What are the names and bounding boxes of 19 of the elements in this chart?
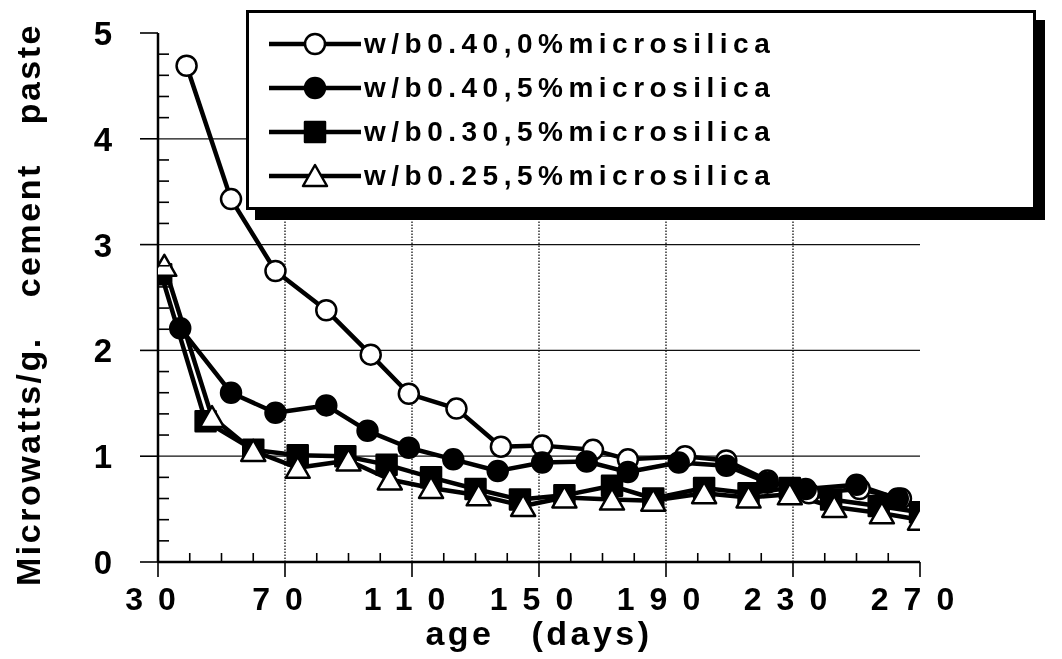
y-tick-label: 2 <box>93 332 112 370</box>
x-tick-label: 230 <box>743 581 843 617</box>
y-tick-label: 4 <box>93 120 113 158</box>
legend-label: w/b0.40,0%microsilica <box>364 28 776 60</box>
legend-label: w/b0.30,5%microsilica <box>364 116 776 148</box>
y-tick-label: 0 <box>93 544 112 581</box>
legend-label: w/b0.40,5%microsilica <box>364 72 776 104</box>
x-tick-label: 270 <box>870 581 970 617</box>
y-axis-title: Microwatts/g. cement paste <box>9 22 47 587</box>
x-tick-label: 30 <box>125 581 191 617</box>
x-axis-title: age (days) <box>425 614 653 652</box>
x-tick-label: 150 <box>489 581 589 617</box>
y-tick-label: 3 <box>93 226 112 264</box>
x-tick-label: 70 <box>252 581 318 617</box>
y-tick-label: 1 <box>93 438 112 476</box>
y-tick-label: 5 <box>93 15 112 52</box>
legend-label: w/b0.25,5%microsilica <box>364 160 776 192</box>
x-tick-label: 110 <box>363 581 461 617</box>
x-tick-label: 190 <box>616 581 716 617</box>
